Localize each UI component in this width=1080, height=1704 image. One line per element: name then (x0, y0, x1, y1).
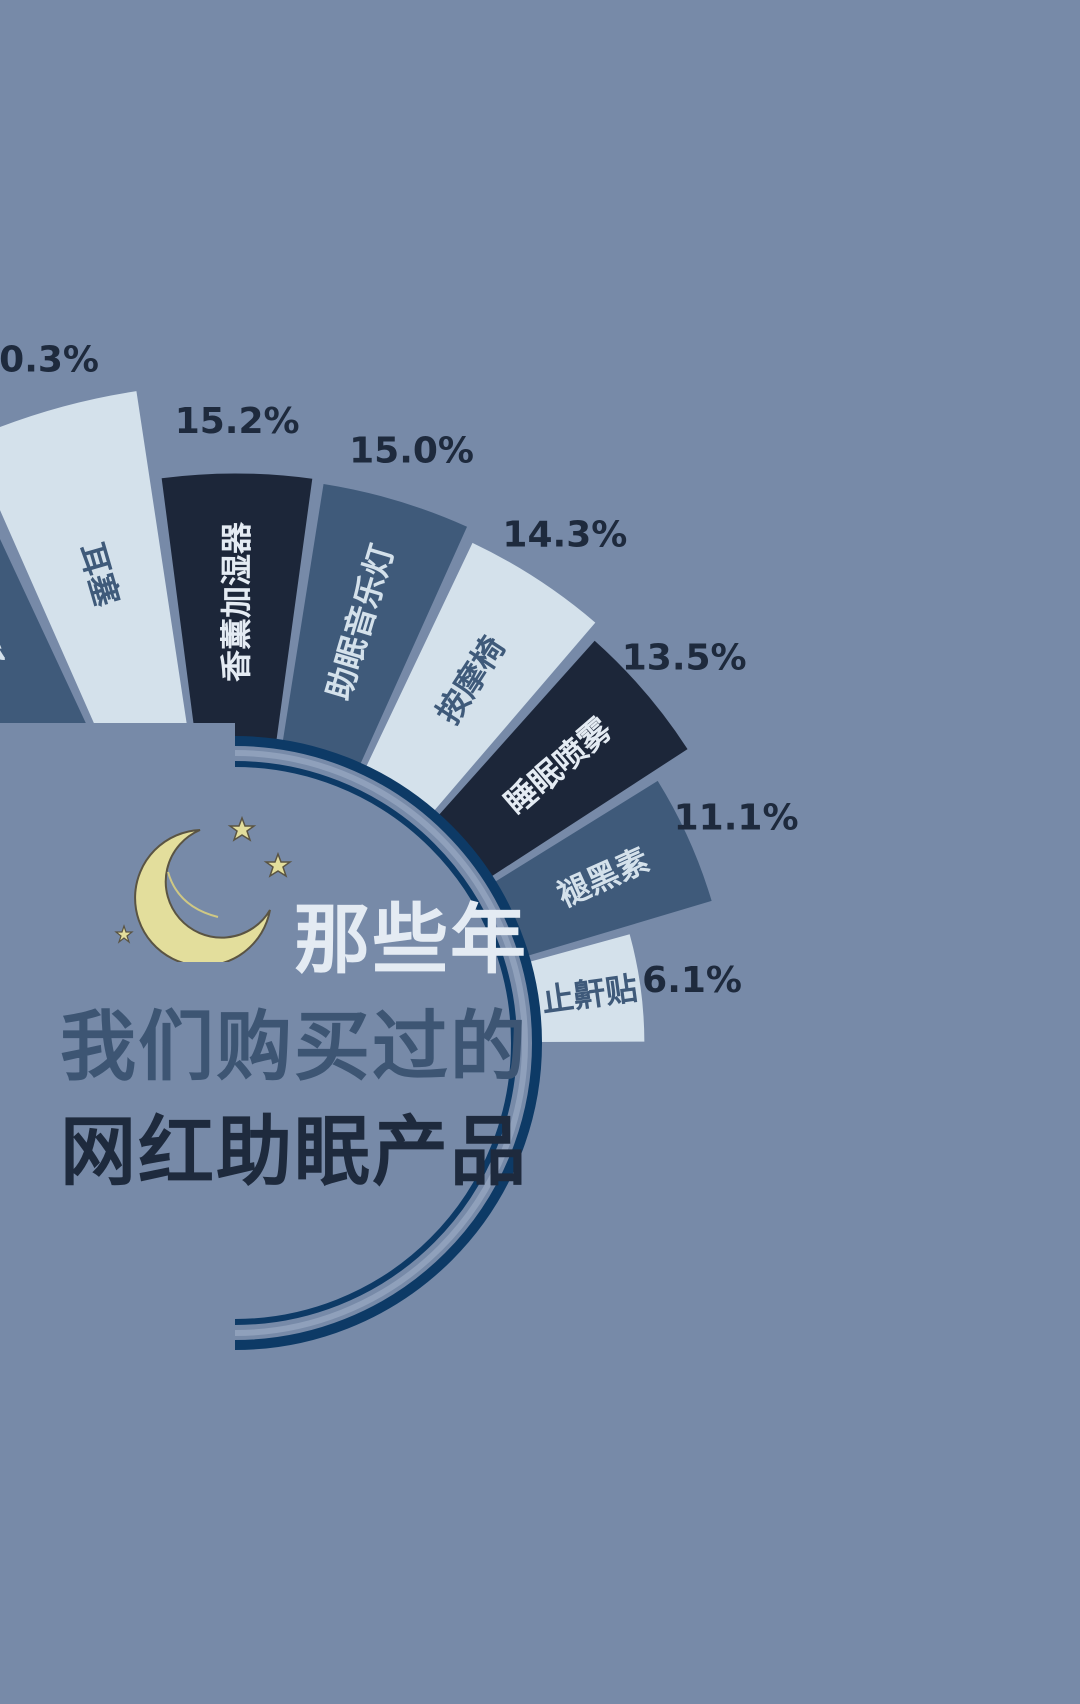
value-label-5: 20.3% (0, 339, 99, 380)
crescent-moon-icon (114, 815, 293, 962)
bar-11 (526, 934, 645, 1042)
title-line-3: 网红助眠产品 (60, 1107, 528, 1196)
center-ring (0, 723, 542, 1363)
bar-8 (364, 542, 596, 814)
value-label-6: 15.2% (175, 401, 300, 442)
chart-bars (0, 391, 712, 1042)
bar-7 (282, 483, 468, 768)
value-label-8: 14.3% (502, 515, 627, 556)
value-labels: 35.9%28.2%28.1%22.2%20.3%15.2%15.0%14.3%… (0, 339, 799, 1000)
value-label-9: 13.5% (622, 638, 747, 679)
value-label-7: 15.0% (349, 430, 474, 471)
bar-6 (161, 473, 313, 744)
value-label-10: 11.1% (674, 797, 799, 838)
star-icon (114, 924, 134, 944)
star-icon (263, 851, 293, 878)
title-line-1: 那些年 (294, 895, 528, 984)
title-line-2: 我们购买过的 (60, 1002, 528, 1091)
value-label-11: 6.1% (642, 960, 742, 1001)
bar-10 (491, 780, 712, 957)
bar-9 (436, 640, 688, 879)
category-label-6: 香薰加湿器 (217, 521, 256, 682)
star-icon (227, 815, 257, 842)
bar-5 (0, 391, 190, 767)
